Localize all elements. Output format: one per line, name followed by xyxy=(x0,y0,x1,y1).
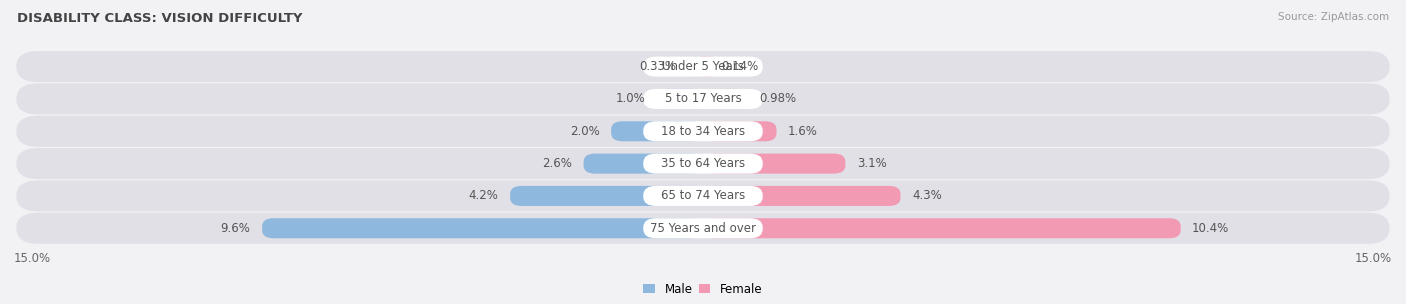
Text: 35 to 64 Years: 35 to 64 Years xyxy=(661,157,745,170)
Text: 0.33%: 0.33% xyxy=(640,60,676,73)
FancyBboxPatch shape xyxy=(703,218,1181,238)
FancyBboxPatch shape xyxy=(612,121,703,141)
Text: 65 to 74 Years: 65 to 74 Years xyxy=(661,189,745,202)
Text: 15.0%: 15.0% xyxy=(14,251,51,264)
FancyBboxPatch shape xyxy=(17,213,1389,244)
Text: 4.2%: 4.2% xyxy=(468,189,499,202)
FancyBboxPatch shape xyxy=(644,186,762,206)
FancyBboxPatch shape xyxy=(703,89,748,109)
Text: 0.14%: 0.14% xyxy=(721,60,758,73)
Legend: Male, Female: Male, Female xyxy=(638,278,768,300)
Text: 9.6%: 9.6% xyxy=(221,222,250,235)
Text: 4.3%: 4.3% xyxy=(912,189,942,202)
Text: 5 to 17 Years: 5 to 17 Years xyxy=(665,92,741,105)
FancyBboxPatch shape xyxy=(17,148,1389,179)
FancyBboxPatch shape xyxy=(583,154,703,174)
FancyBboxPatch shape xyxy=(644,154,762,174)
FancyBboxPatch shape xyxy=(703,121,776,141)
Text: 75 Years and over: 75 Years and over xyxy=(650,222,756,235)
FancyBboxPatch shape xyxy=(657,89,703,109)
FancyBboxPatch shape xyxy=(644,121,762,141)
Text: 15.0%: 15.0% xyxy=(1355,251,1392,264)
Text: 10.4%: 10.4% xyxy=(1192,222,1229,235)
FancyBboxPatch shape xyxy=(17,51,1389,82)
Text: 1.6%: 1.6% xyxy=(787,125,818,138)
FancyBboxPatch shape xyxy=(510,186,703,206)
FancyBboxPatch shape xyxy=(703,186,900,206)
FancyBboxPatch shape xyxy=(644,89,762,109)
FancyBboxPatch shape xyxy=(17,116,1389,147)
FancyBboxPatch shape xyxy=(688,57,703,77)
FancyBboxPatch shape xyxy=(644,57,762,77)
Text: 18 to 34 Years: 18 to 34 Years xyxy=(661,125,745,138)
Text: 2.0%: 2.0% xyxy=(569,125,599,138)
Text: 2.6%: 2.6% xyxy=(543,157,572,170)
FancyBboxPatch shape xyxy=(703,154,845,174)
FancyBboxPatch shape xyxy=(644,218,762,238)
FancyBboxPatch shape xyxy=(17,180,1389,212)
FancyBboxPatch shape xyxy=(262,218,703,238)
Text: 3.1%: 3.1% xyxy=(856,157,887,170)
Text: DISABILITY CLASS: VISION DIFFICULTY: DISABILITY CLASS: VISION DIFFICULTY xyxy=(17,12,302,25)
Text: Under 5 Years: Under 5 Years xyxy=(662,60,744,73)
Text: 1.0%: 1.0% xyxy=(616,92,645,105)
Text: Source: ZipAtlas.com: Source: ZipAtlas.com xyxy=(1278,12,1389,22)
FancyBboxPatch shape xyxy=(17,83,1389,115)
Text: 0.98%: 0.98% xyxy=(759,92,797,105)
FancyBboxPatch shape xyxy=(697,57,714,77)
